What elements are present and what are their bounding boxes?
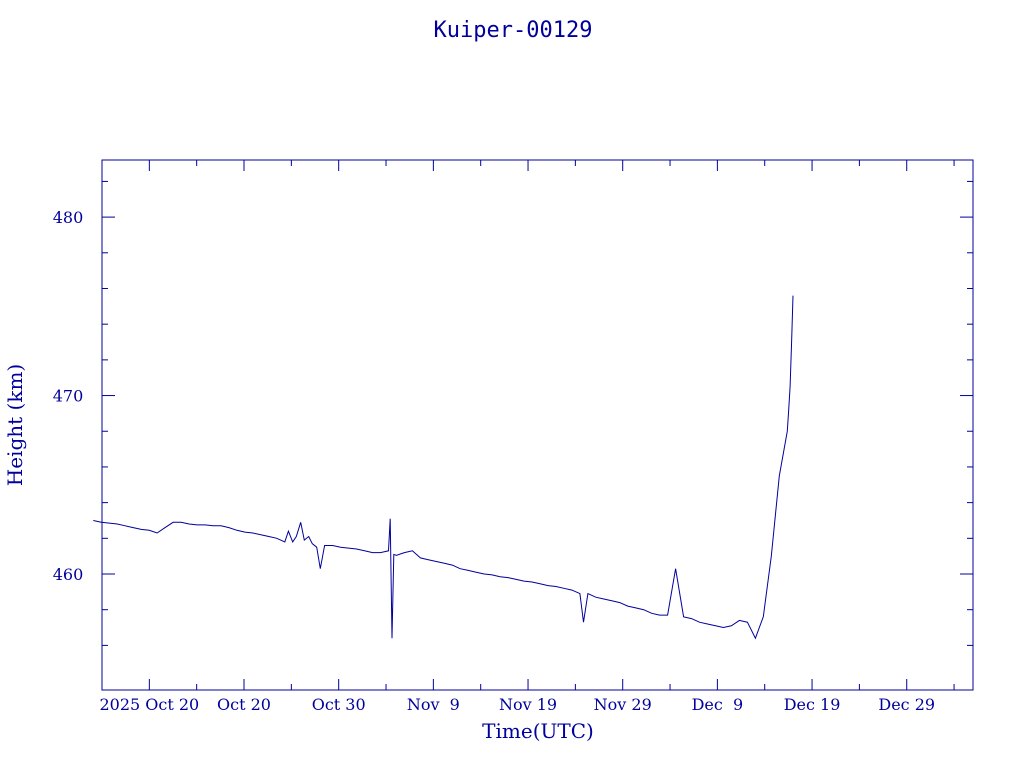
series-line	[93, 295, 794, 640]
y-tick-label: 480	[53, 208, 84, 227]
x-tick-label: Nov 9	[407, 695, 460, 714]
y-tick-labels: 460 470 480	[53, 208, 84, 584]
x-tick-label: Oct 20	[217, 695, 271, 714]
x-tick-label: Dec 19	[784, 695, 841, 714]
x-tick-labels: 2025 Oct 20 Oct 20 Oct 30 Nov 9 Nov 19 Nov 29…	[99, 695, 935, 714]
x-tick-label: Nov 19	[499, 695, 557, 714]
x-tick-label: Dec 9	[692, 695, 744, 714]
x-tick-label: Dec 29	[878, 695, 935, 714]
x-tick-label: 2025 Oct 20	[99, 695, 199, 714]
y-axis-label: Height (km)	[3, 364, 27, 486]
x-axis-label: Time(UTC)	[482, 719, 594, 743]
chart-title: Kuiper-00129	[434, 18, 593, 43]
axis-ticks	[102, 160, 973, 690]
x-tick-label: Oct 30	[312, 695, 366, 714]
plot-frame	[101, 159, 974, 691]
y-tick-label: 470	[53, 387, 84, 406]
y-tick-label: 460	[53, 565, 84, 584]
x-tick-label: Nov 29	[594, 695, 652, 714]
